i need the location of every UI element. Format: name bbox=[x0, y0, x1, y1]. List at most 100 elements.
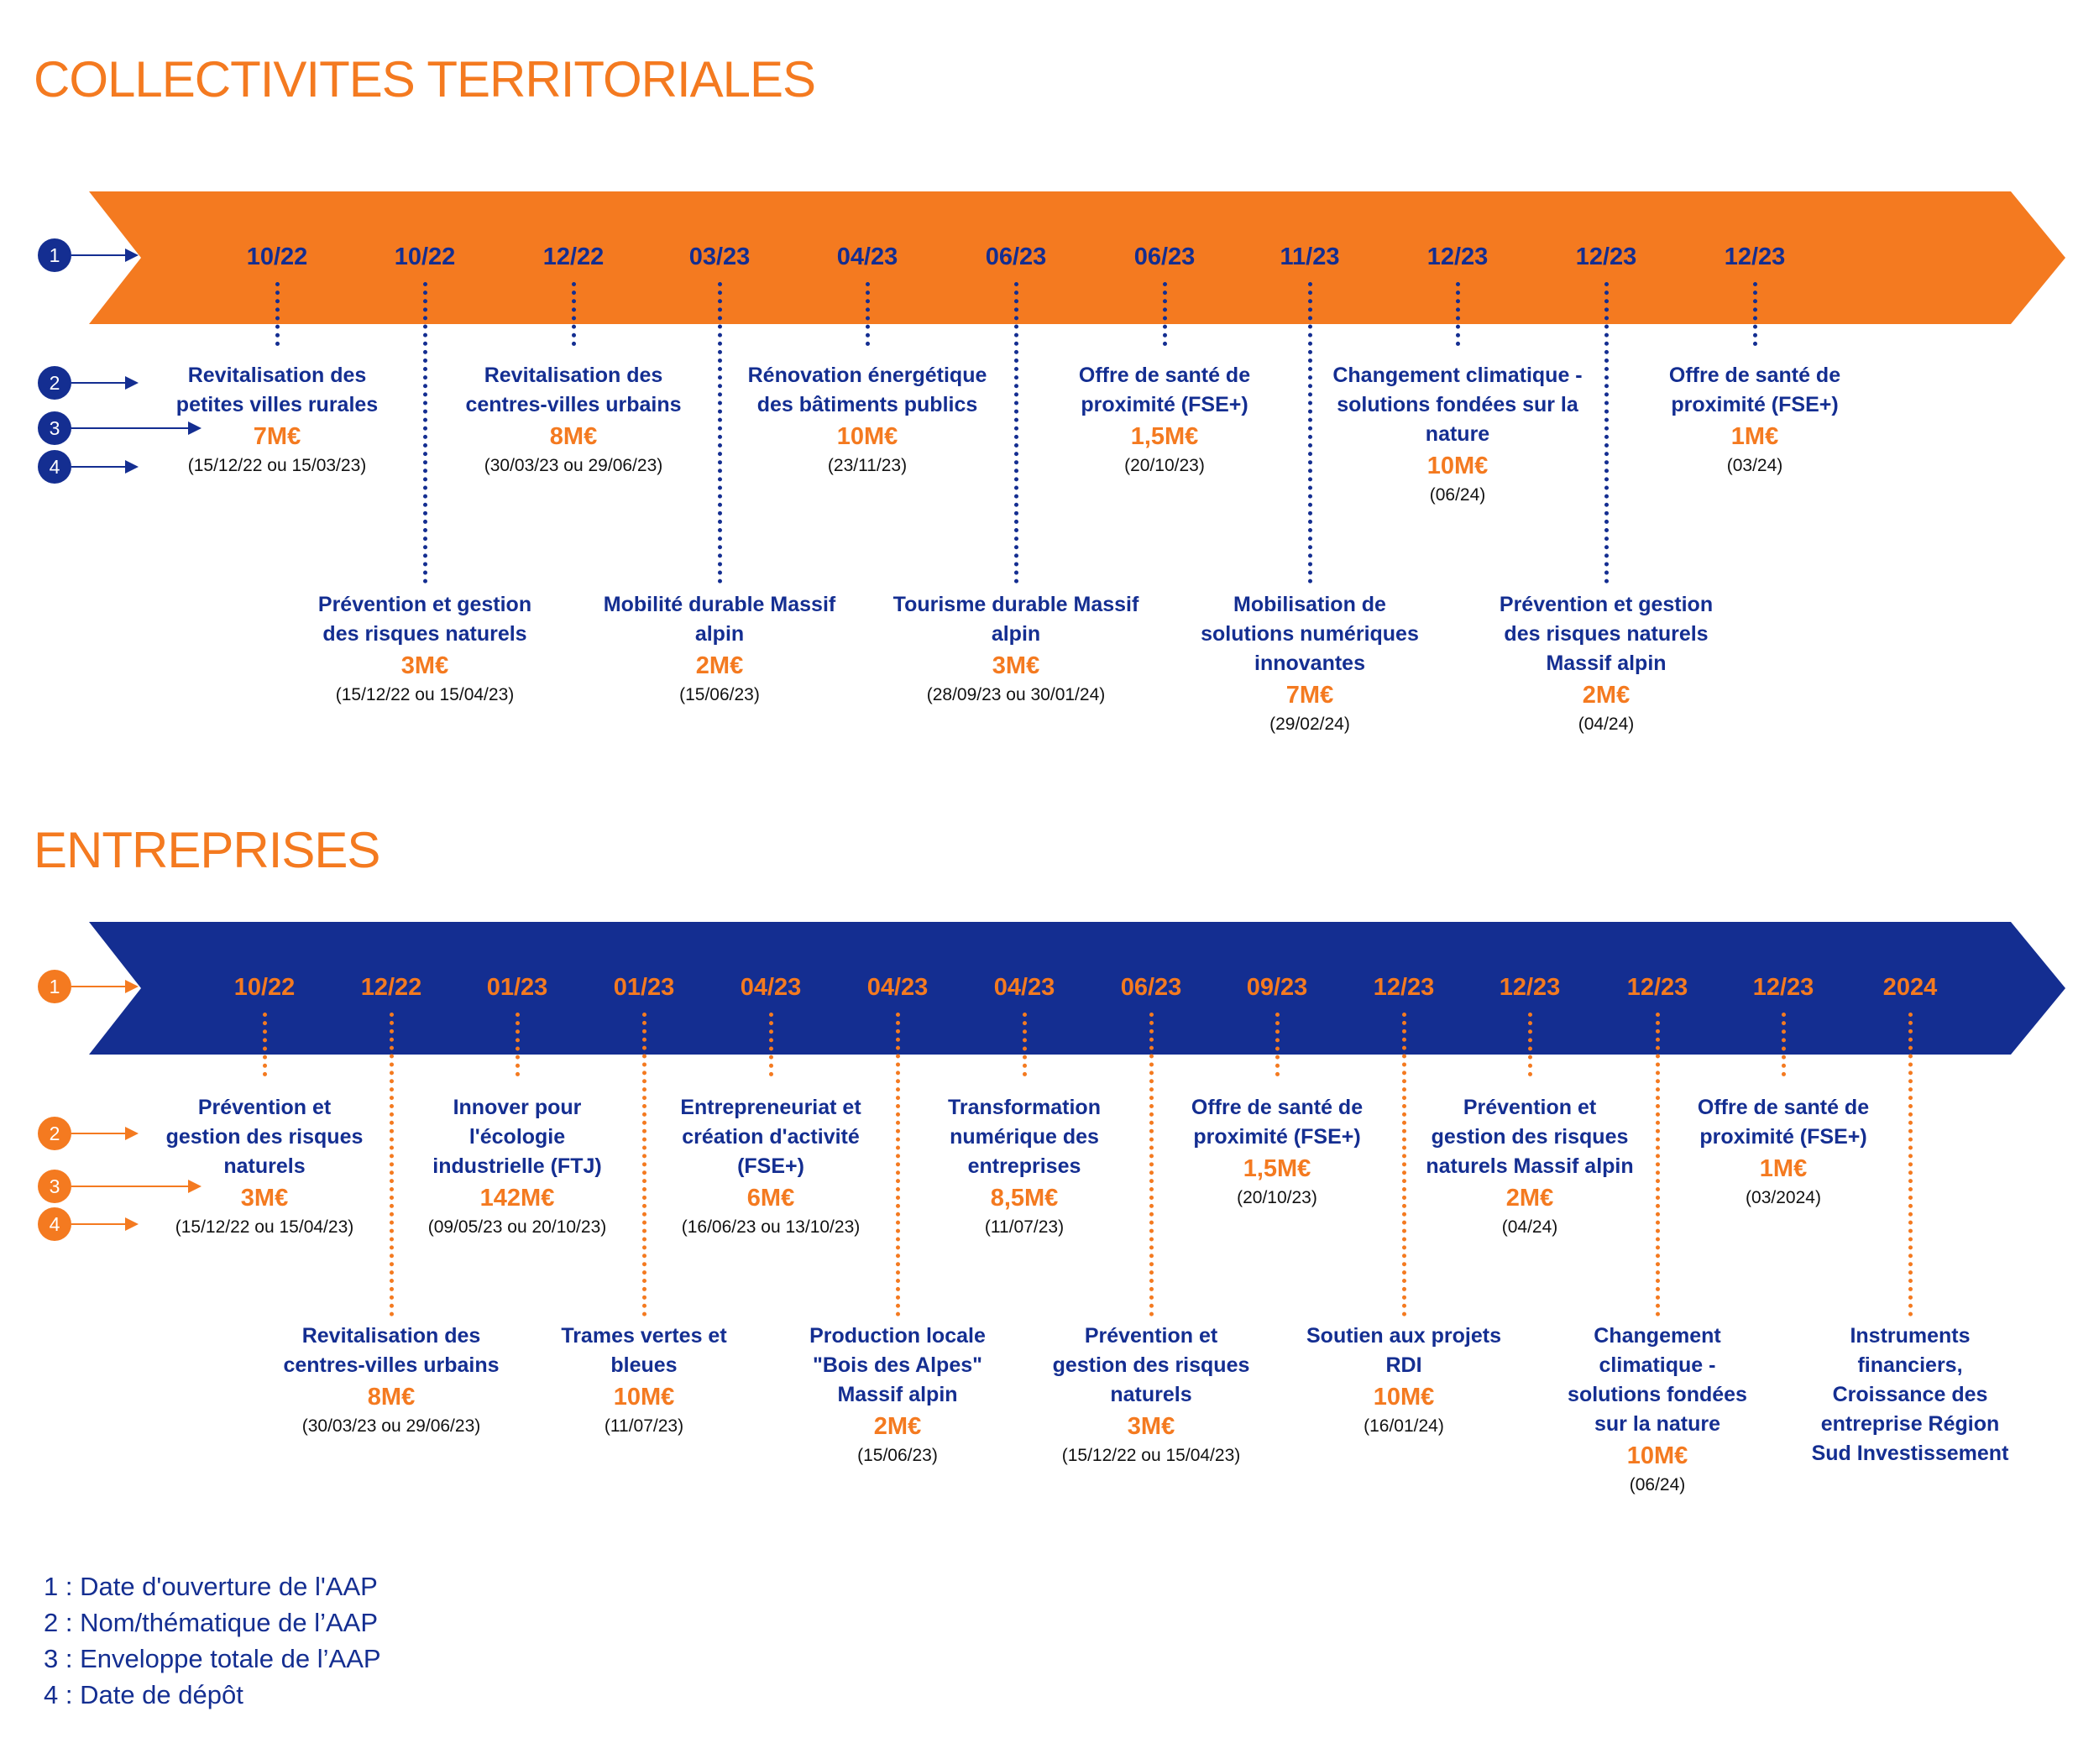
marker-number: 4 bbox=[38, 450, 71, 484]
call-amount: 8M€ bbox=[367, 1384, 416, 1411]
call-name-line: Mobilité durable Massif bbox=[603, 593, 836, 616]
call-name-line: petites villes rurales bbox=[175, 393, 379, 416]
call-amount: 1,5M€ bbox=[1243, 1155, 1311, 1182]
call-deposit-date: (16/06/23 ou 13/10/23) bbox=[681, 1217, 861, 1237]
legend-item: 4 : Date de dépôt bbox=[44, 1680, 243, 1709]
call-name-line: Mobilisation de bbox=[1233, 593, 1386, 616]
call-name-line: Prévention et bbox=[1084, 1324, 1218, 1348]
connector-line bbox=[769, 1013, 773, 1076]
call-name-line: création d'activité bbox=[682, 1125, 860, 1149]
call-name-line: RDI bbox=[1385, 1353, 1422, 1377]
call-amount: 10M€ bbox=[613, 1384, 675, 1411]
call-name-line: Offre de santé de bbox=[1191, 1096, 1364, 1119]
opening-date: 04/23 bbox=[740, 974, 802, 1001]
opening-date: 12/23 bbox=[1373, 974, 1435, 1001]
opening-date: 12/23 bbox=[1499, 974, 1561, 1001]
timeline-arrow-band bbox=[89, 191, 2065, 324]
call-item: Revitalisation des petites villes rurales… bbox=[143, 361, 411, 479]
call-name-line: Revitalisation des bbox=[301, 1324, 481, 1348]
call-deposit-date: (15/06/23) bbox=[679, 685, 760, 704]
connector-line bbox=[1402, 1013, 1406, 1316]
connector-line bbox=[718, 282, 722, 584]
call-name-line: Changement bbox=[1594, 1324, 1721, 1348]
call-name-line: Rénovation énergétique bbox=[747, 364, 987, 387]
arrow-head-icon bbox=[125, 980, 139, 993]
call-name-line: sur la nature bbox=[1594, 1412, 1721, 1436]
call-name-line: gestion des risques bbox=[1431, 1125, 1629, 1149]
legend-item: 3 : Enveloppe totale de l’AAP bbox=[44, 1644, 381, 1673]
opening-date: 04/23 bbox=[993, 974, 1055, 1001]
opening-date: 12/23 bbox=[1626, 974, 1688, 1001]
marker-number: 3 bbox=[38, 1170, 71, 1203]
connector-line bbox=[423, 282, 427, 584]
timeline-band-entreprises bbox=[89, 922, 2065, 1055]
marker-number: 1 bbox=[38, 238, 71, 272]
call-name-line: industrielle (FTJ) bbox=[432, 1154, 602, 1178]
call-deposit-date: (11/07/23) bbox=[984, 1217, 1065, 1237]
arrow-head-icon bbox=[125, 460, 139, 474]
call-name-line: Revitalisation des bbox=[187, 364, 367, 387]
call-name-line: Prévention et bbox=[197, 1096, 332, 1119]
opening-date: 01/23 bbox=[486, 974, 548, 1001]
call-item: Instruments financiers, Croissance des entr… bbox=[1776, 1322, 2044, 1468]
call-deposit-date: (15/12/22 ou 15/04/23) bbox=[1061, 1446, 1241, 1465]
call-deposit-date: (15/12/22 ou 15/04/23) bbox=[335, 685, 515, 704]
opening-date: 12/22 bbox=[542, 243, 605, 270]
legend-item: 1 : Date d'ouverture de l'AAP bbox=[44, 1572, 378, 1601]
call-name-line: alpin bbox=[991, 622, 1041, 646]
arrow-head-icon bbox=[188, 421, 202, 435]
opening-date: 09/23 bbox=[1246, 974, 1308, 1001]
call-name-line: numérique des bbox=[950, 1125, 1099, 1149]
call-item: Mobilisation de solutions numériques innov… bbox=[1175, 590, 1444, 737]
call-name-line: des risques naturels bbox=[322, 622, 527, 646]
call-deposit-date: (20/10/23) bbox=[1237, 1188, 1317, 1207]
call-item: Prévention et gestion des risques naturels… bbox=[130, 1093, 399, 1240]
call-name-line: Prévention et gestion bbox=[317, 593, 532, 616]
call-item: Revitalisation des centres-villes urbains… bbox=[439, 361, 708, 479]
connector-line bbox=[1753, 282, 1757, 346]
call-name-line: "Bois des Alpes" bbox=[812, 1353, 982, 1377]
opening-date: 06/23 bbox=[985, 243, 1047, 270]
call-amount: 10M€ bbox=[836, 423, 898, 450]
call-deposit-date: (11/07/23) bbox=[604, 1416, 684, 1436]
call-deposit-date: (15/12/22 ou 15/03/23) bbox=[187, 456, 367, 475]
call-name-line: Massif alpin bbox=[837, 1383, 958, 1406]
connector-line bbox=[896, 1013, 900, 1316]
call-amount: 142M€ bbox=[479, 1185, 555, 1212]
connector-line bbox=[1782, 1013, 1786, 1076]
call-name-line: Prévention et bbox=[1463, 1096, 1597, 1119]
marker-arrow-line bbox=[71, 1223, 127, 1225]
call-item: Prévention et gestion des risques naturels… bbox=[1395, 1093, 1664, 1240]
call-name-line: Revitalisation des bbox=[484, 364, 663, 387]
opening-date: 10/22 bbox=[394, 243, 456, 270]
marker-number: 1 bbox=[38, 970, 71, 1003]
connector-line bbox=[1275, 1013, 1280, 1076]
call-deposit-date: (15/12/22 ou 15/04/23) bbox=[175, 1217, 354, 1237]
legend-item: 2 : Nom/thématique de l’AAP bbox=[44, 1608, 379, 1637]
call-amount: 2M€ bbox=[1505, 1185, 1554, 1212]
call-item: Changement climatique - solutions fondées s… bbox=[1523, 1322, 1792, 1498]
connector-line bbox=[1163, 282, 1167, 346]
connector-line bbox=[572, 282, 576, 346]
call-item: Prévention et gestion des risques naturel… bbox=[1472, 590, 1740, 737]
call-item: Changement climatique - solutions fondées… bbox=[1323, 361, 1592, 508]
call-name-line: Offre de santé de bbox=[1697, 1096, 1870, 1119]
opening-date: 12/23 bbox=[1724, 243, 1786, 270]
connector-line bbox=[866, 282, 870, 346]
opening-date: 12/22 bbox=[360, 974, 422, 1001]
connector-line bbox=[1528, 1013, 1532, 1076]
call-item: Offre de santé de proximité (FSE+) 1M€ (03/… bbox=[1620, 361, 1889, 479]
connector-line bbox=[1604, 282, 1609, 584]
call-item: Mobilité durable Massif alpin 2M€ (15/06/23… bbox=[585, 590, 854, 708]
call-amount: 1,5M€ bbox=[1130, 423, 1199, 450]
call-name-line: Offre de santé de bbox=[1078, 364, 1251, 387]
marker-number: 4 bbox=[38, 1207, 71, 1241]
arrow-head-icon bbox=[125, 249, 139, 262]
call-amount: 3M€ bbox=[1127, 1413, 1175, 1440]
call-amount: 2M€ bbox=[695, 652, 744, 679]
call-item: Rénovation énergétique des bâtiments publ… bbox=[733, 361, 1002, 479]
connector-line bbox=[1908, 1013, 1913, 1316]
opening-date: 12/23 bbox=[1575, 243, 1637, 270]
call-amount: 10M€ bbox=[1373, 1384, 1435, 1411]
